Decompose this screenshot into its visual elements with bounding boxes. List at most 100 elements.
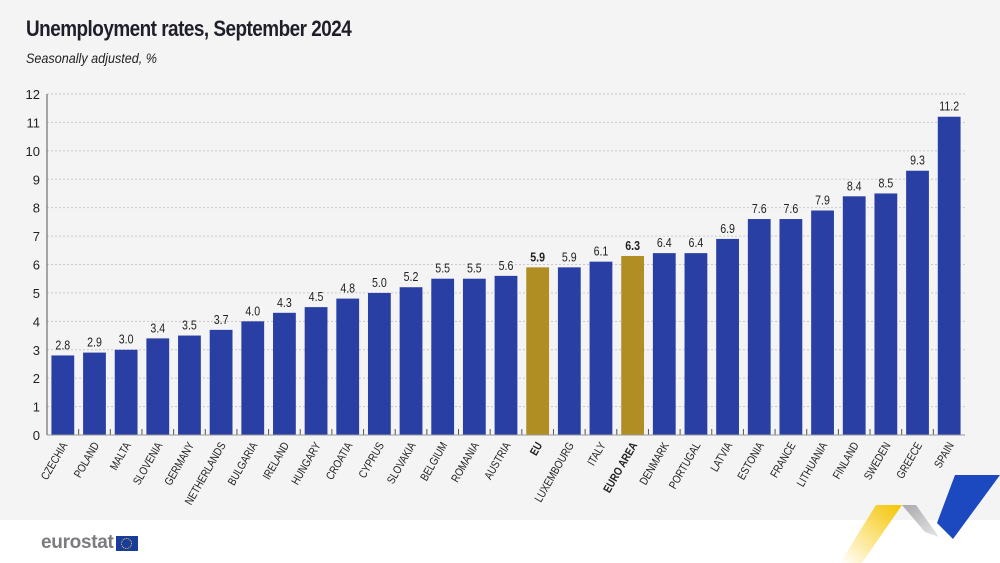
bar-bulgaria — [241, 321, 265, 435]
y-tick-label: 12 — [26, 87, 40, 102]
bar-estonia — [747, 219, 771, 435]
value-label: 8.4 — [847, 180, 862, 194]
x-tick-label: CZECHIA — [39, 440, 71, 482]
value-label: 2.9 — [87, 336, 102, 350]
bar-belgium — [431, 278, 455, 435]
value-label: 5.9 — [530, 251, 545, 265]
bar-lithuania — [811, 210, 834, 435]
bar-croatia — [336, 298, 360, 435]
y-tick-label: 1 — [33, 400, 40, 415]
value-label: 5.5 — [467, 262, 482, 276]
ribbon-yellow — [840, 505, 902, 563]
x-tick-label: HUNGARY — [289, 440, 324, 487]
value-label: 7.9 — [815, 194, 830, 208]
y-tick-label: 10 — [26, 144, 40, 159]
bar-malta — [114, 349, 138, 435]
value-label: 6.4 — [657, 236, 672, 250]
bar-cyprus — [367, 292, 391, 435]
value-label: 5.9 — [562, 251, 577, 265]
bar-slovakia — [399, 287, 423, 435]
x-tick-label: IRELAND — [260, 440, 292, 482]
bar-austria — [494, 275, 518, 435]
chart-title: Unemployment rates, September 2024 — [26, 16, 352, 41]
bar-hungary — [304, 307, 328, 435]
value-label: 4.8 — [340, 282, 355, 296]
bar-ireland — [273, 312, 296, 435]
bar-netherlands — [209, 329, 233, 435]
bars — [51, 116, 961, 435]
x-tick-label: FRANCE — [768, 440, 799, 480]
y-tick-label: 6 — [33, 258, 40, 273]
value-label: 7.6 — [752, 202, 767, 216]
value-label: 5.2 — [404, 270, 419, 284]
value-label: 6.4 — [689, 236, 704, 250]
y-tick-label: 4 — [33, 314, 40, 329]
eurostat-logo: eurostat — [41, 532, 138, 554]
x-axis-labels: CZECHIA POLAND MALTASLOVENIAGERMANYNETHERL… — [39, 440, 957, 508]
value-labels: 2.8 2.9 3.0 3.4 3.5 3.7 4.0 4.3 4.5 4.8 5.0 5.2 5.5 5… — [55, 100, 959, 353]
x-tick-label: CYPRUS — [356, 440, 387, 481]
bar-portugal — [684, 253, 708, 435]
x-tick-label: CROATIA — [324, 440, 356, 482]
x-tick-label: PORTUGAL — [667, 440, 704, 491]
x-tick-label: POLAND — [72, 440, 103, 480]
bar-eu — [526, 267, 550, 435]
value-label: 4.3 — [277, 296, 292, 310]
value-label: 11.2 — [939, 100, 959, 114]
value-label: 3.5 — [182, 319, 197, 333]
bar-sweden — [874, 193, 898, 435]
y-tick-label: 8 — [33, 201, 40, 216]
eu-flag-icon — [115, 535, 138, 551]
bar-france — [779, 219, 803, 435]
bar-czechia — [51, 355, 75, 435]
ribbon-decoration-icon — [840, 475, 1000, 563]
value-label: 6.9 — [720, 222, 735, 236]
value-label: 5.6 — [499, 259, 514, 273]
value-label: 5.0 — [372, 276, 387, 290]
value-label: 6.1 — [594, 245, 609, 259]
x-tick-label: LITHUANIA — [794, 440, 830, 489]
x-tick-label: AUSTRIA — [482, 440, 514, 482]
x-tick-label: SLOVENIA — [131, 440, 166, 487]
bar-romania — [462, 278, 486, 435]
bar-denmark — [652, 253, 676, 435]
x-tick-label: EU — [528, 440, 546, 458]
value-label: 3.0 — [119, 333, 134, 347]
chart-subtitle: Seasonally adjusted, % — [26, 50, 157, 66]
value-label: 8.5 — [878, 177, 893, 191]
value-label: 7.6 — [784, 202, 799, 216]
y-tick-label: 3 — [33, 343, 40, 358]
x-tick-label: LATVIA — [708, 440, 735, 474]
x-tick-label: MALTA — [108, 440, 134, 473]
value-label: 3.7 — [214, 313, 229, 327]
value-label: 4.5 — [309, 290, 324, 304]
value-label: 3.4 — [150, 322, 165, 336]
bar-finland — [842, 196, 866, 435]
bar-slovenia — [146, 338, 170, 435]
x-tick-label: SLOVAKIA — [385, 440, 419, 486]
bar-greece — [906, 170, 929, 435]
logo-text: eurostat — [41, 532, 114, 553]
bar-poland — [83, 352, 106, 435]
bar-luxembourg — [557, 267, 581, 435]
x-tick-label: DENMARK — [637, 440, 672, 487]
value-label: 2.8 — [55, 339, 70, 353]
bar-latvia — [716, 238, 739, 435]
bar-italy — [589, 261, 613, 435]
value-label: 4.0 — [245, 305, 260, 319]
ribbon-blue — [937, 475, 1000, 539]
value-label: 9.3 — [910, 154, 925, 168]
bar-germany — [178, 335, 201, 435]
x-tick-label: ROMANIA — [449, 440, 482, 485]
y-tick-label: 9 — [33, 172, 40, 187]
x-tick-label: ITALY — [585, 440, 609, 468]
y-tick-label: 5 — [33, 286, 40, 301]
x-tick-label: BELGIUM — [418, 440, 451, 483]
bar-euro-area — [621, 255, 645, 435]
ribbon-grey — [902, 505, 939, 537]
y-tick-label: 2 — [33, 371, 40, 386]
bar-spain — [937, 116, 961, 435]
value-label: 5.5 — [435, 262, 450, 276]
